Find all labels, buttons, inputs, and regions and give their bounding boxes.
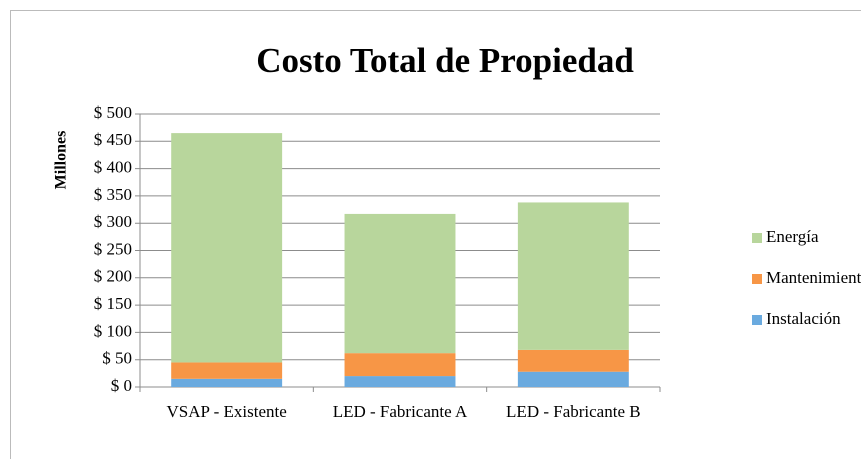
bar-segment	[344, 213, 456, 354]
chart-border	[10, 10, 861, 459]
legend-swatch	[752, 274, 762, 284]
bar-segment	[344, 353, 456, 377]
y-tick-label: $ 200	[94, 267, 132, 286]
bar-segment	[517, 371, 629, 387]
chart-title: Costo Total de Propiedad	[256, 41, 634, 80]
legend-label: Energía	[766, 227, 819, 246]
y-axis-label: Millones	[53, 131, 70, 190]
y-tick-label: $ 50	[102, 349, 132, 368]
y-tick-label: $ 0	[111, 376, 132, 395]
bar-segment	[517, 202, 629, 350]
bar-segment	[171, 362, 283, 379]
y-tick-label: $ 100	[94, 321, 132, 340]
legend-swatch	[752, 233, 762, 243]
legend-label: Instalación	[766, 309, 841, 328]
bar-segment	[344, 376, 456, 387]
y-tick-label: $ 350	[94, 185, 132, 204]
y-tick-label: $ 300	[94, 212, 132, 231]
x-tick-label: VSAP - Existente	[166, 402, 287, 421]
bar-segment	[171, 133, 283, 363]
y-tick-label: $ 150	[94, 294, 132, 313]
bar-segment	[517, 349, 629, 372]
legend-swatch	[752, 315, 762, 325]
x-tick-label: LED - Fabricante B	[506, 402, 641, 421]
y-tick-label: $ 450	[94, 130, 132, 149]
y-tick-label: $ 500	[94, 103, 132, 122]
legend-label: Mantenimiento	[766, 268, 861, 287]
x-tick-label: LED - Fabricante A	[332, 402, 468, 421]
y-tick-label: $ 400	[94, 158, 132, 177]
y-tick-label: $ 250	[94, 239, 132, 258]
bar-segment	[171, 378, 283, 387]
